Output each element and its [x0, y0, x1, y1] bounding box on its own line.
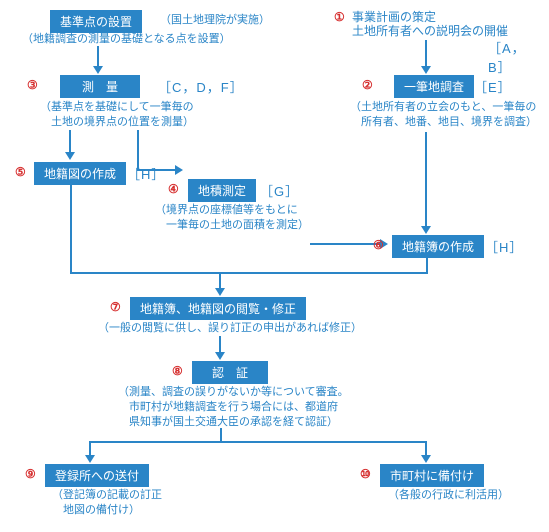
desc-8: （測量、調査の誤りがないか等について審査。 市町村が地籍調査を行う場合には、都道…	[118, 385, 349, 430]
num-1: ①	[334, 10, 345, 24]
tag-2: ［E］	[474, 77, 512, 96]
desc-kijunten-b: （地籍調査の測量の基礎となる点を設置）	[22, 32, 231, 47]
num-10: ⑩	[360, 467, 371, 481]
node-ninsho: 認 証	[192, 361, 268, 384]
tag-4: ［G］	[260, 181, 299, 200]
num-7: ⑦	[110, 300, 121, 314]
node-kijunten: 基準点の設置	[50, 10, 142, 33]
node-chiseki-sokutei: 地積測定	[188, 179, 256, 202]
node-shichouson: 市町村に備付け	[380, 464, 484, 487]
num-8: ⑧	[172, 364, 183, 378]
num-5: ⑤	[15, 165, 26, 179]
line-6-down	[426, 258, 428, 273]
num-3: ③	[27, 78, 38, 92]
node-ippitsu: 一筆地調査	[394, 75, 474, 98]
node-chisekizu: 地籍図の作成	[34, 162, 126, 185]
flowchart-canvas: 基準点の設置 （国土地理院が実施） （地籍調査の測量の基礎となる点を設置） ① …	[10, 10, 539, 522]
desc-2: （土地所有者の立会のもと、一筆毎の 所有者、地番、地目、境界を調査）	[350, 100, 537, 130]
num-9: ⑨	[25, 467, 36, 481]
tag-3: ［C，D，F］	[158, 77, 244, 96]
desc-7: （一般の閲覧に供し、誤り訂正の申出があれば修正）	[98, 321, 362, 336]
desc-4: （境界点の座標値等をもとに 一筆毎の土地の面積を測定）	[155, 203, 309, 233]
tag-5: ［H］	[127, 164, 165, 183]
node-touroku: 登録所への送付	[45, 464, 149, 487]
line-join-7	[70, 272, 428, 274]
node-chisekibo: 地籍簿の作成	[392, 235, 484, 258]
node-sokuryou: 測 量	[60, 75, 140, 98]
line-8-split	[90, 441, 426, 443]
desc-9: （登記簿の記載の訂正 地図の備付け）	[52, 488, 162, 518]
tag-1: ［A，B］	[488, 38, 539, 76]
line-5-down	[70, 185, 72, 273]
num-2: ②	[362, 78, 373, 92]
desc-kijunten-a: （国土地理院が実施）	[160, 13, 270, 28]
line-8-down	[220, 428, 222, 442]
num-4: ④	[168, 182, 179, 196]
tag-6: ［H］	[485, 237, 523, 256]
desc-3: （基準点を基礎にして一筆毎の 土地の境界点の位置を測量）	[40, 100, 194, 130]
node1-line-b: 土地所有者への説明会の開催	[352, 23, 508, 39]
num-6: ⑥	[373, 238, 384, 252]
desc-10: （各般の行政に利活用）	[388, 488, 509, 503]
node-etsuran: 地籍簿、地籍図の閲覧・修正	[130, 297, 306, 320]
